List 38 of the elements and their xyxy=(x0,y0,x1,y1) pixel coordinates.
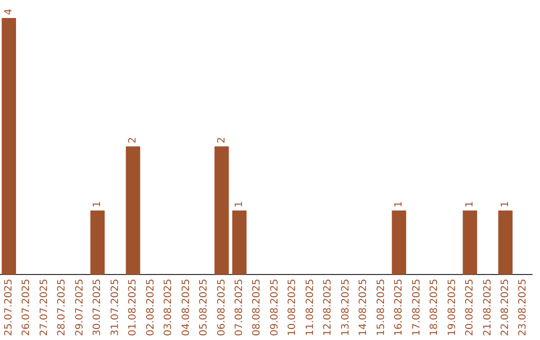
x-tick-label: 05.08.2025 xyxy=(198,278,210,336)
x-tick-label: 28.07.2025 xyxy=(56,278,68,336)
x-tick-label: 11.08.2025 xyxy=(304,278,316,336)
x-tick-label: 02.08.2025 xyxy=(145,278,156,336)
x-tick-label: 14.08.2025 xyxy=(358,278,370,336)
x-tick-label: 30.07.2025 xyxy=(92,278,104,336)
x-tick-label: 07.08.2025 xyxy=(234,278,245,336)
x-tick-label: 27.07.2025 xyxy=(38,278,50,336)
x-tick-label: 23.08.2025 xyxy=(518,278,529,336)
x-tick-label: 13.08.2025 xyxy=(340,278,352,336)
data-label: 1 xyxy=(92,201,104,208)
x-tick-label: 06.08.2025 xyxy=(216,278,228,336)
x-tick-label: 21.08.2025 xyxy=(482,278,494,336)
x-tick-label: 31.07.2025 xyxy=(110,278,121,336)
x-tick-label: 15.08.2025 xyxy=(376,278,387,336)
x-tick-label: 20.08.2025 xyxy=(464,278,476,336)
x-tick-label: 16.08.2025 xyxy=(394,278,405,336)
x-tick-label: 01.08.2025 xyxy=(128,278,139,336)
data-label: 1 xyxy=(500,201,511,208)
x-tick-label: 18.08.2025 xyxy=(429,278,440,336)
data-label: 1 xyxy=(464,201,476,208)
x-tick-label: 19.08.2025 xyxy=(446,278,458,336)
x-tick-label: 29.07.2025 xyxy=(74,278,86,336)
x-tick-label: 12.08.2025 xyxy=(322,278,334,336)
data-label: 1 xyxy=(234,201,245,208)
x-tick-label: 08.08.2025 xyxy=(252,278,263,336)
x-tick-label: 03.08.2025 xyxy=(163,278,174,336)
x-tick-label: 09.08.2025 xyxy=(269,278,280,336)
x-tick-label: 17.08.2025 xyxy=(411,278,422,336)
x-tick-label: 22.08.2025 xyxy=(500,278,511,336)
data-label: 2 xyxy=(128,136,139,144)
data-label: 1 xyxy=(394,201,405,208)
data-label: 2 xyxy=(216,136,228,144)
x-tick-label: 26.07.2025 xyxy=(21,278,32,336)
x-tick-label: 10.08.2025 xyxy=(287,278,298,336)
x-tick-label: 25.07.2025 xyxy=(3,278,14,336)
data-label: 4 xyxy=(3,8,14,15)
x-tick-label: 04.08.2025 xyxy=(180,278,192,336)
